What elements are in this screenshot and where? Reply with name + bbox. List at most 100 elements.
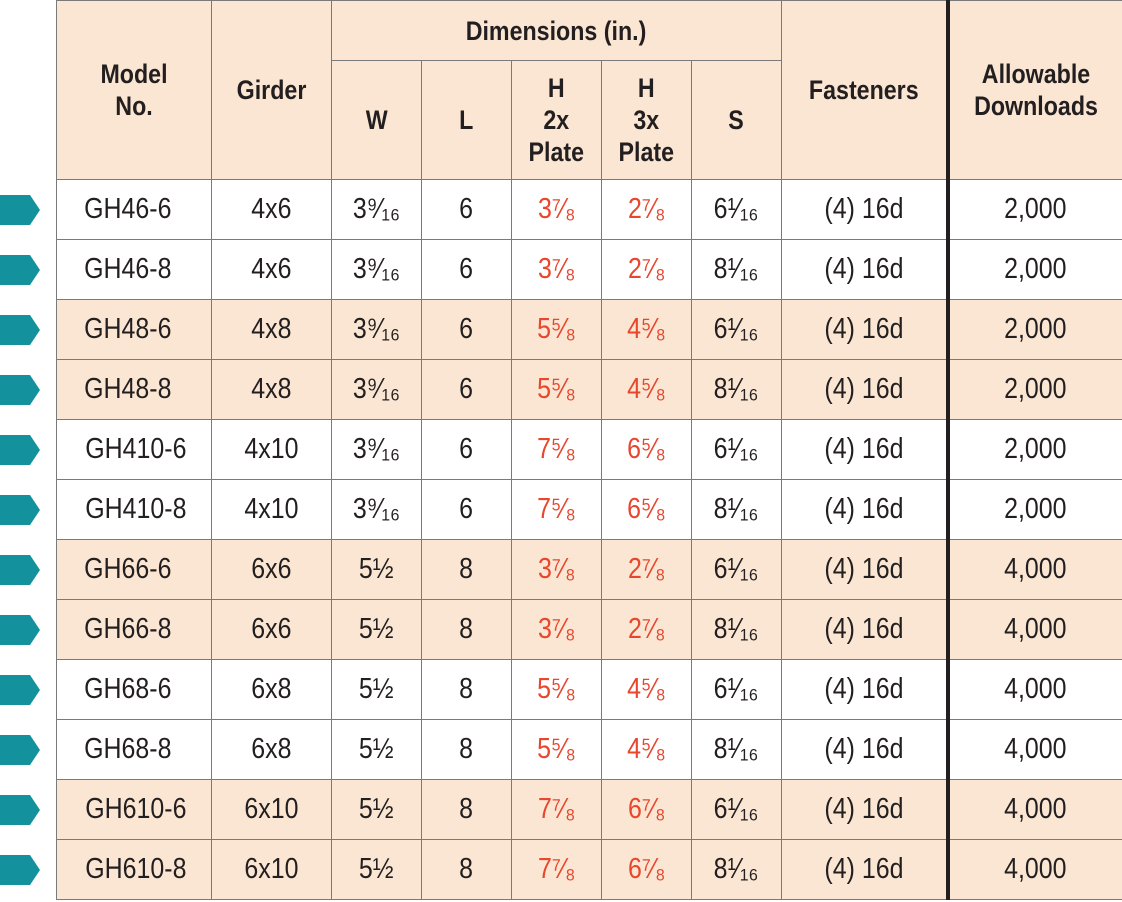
cell-model: GH66-8 bbox=[56, 599, 212, 660]
cell-h3x: 2⁷⁄₈ bbox=[601, 179, 692, 240]
cell-h2x: 3⁷⁄₈ bbox=[511, 179, 602, 240]
cell-h2x: 5⁵⁄₈ bbox=[511, 359, 602, 420]
cell-allowable: 2,000 bbox=[947, 359, 1122, 420]
cell-h3x: 2⁷⁄₈ bbox=[601, 599, 692, 660]
cell-h3x: 6⁷⁄₈ bbox=[601, 779, 692, 840]
cell-fasteners: (4) 16d bbox=[781, 659, 950, 720]
cell-allowable: 2,000 bbox=[947, 239, 1122, 300]
cell-fasteners: (4) 16d bbox=[781, 599, 950, 660]
cell-girder: 6x10 bbox=[211, 779, 332, 840]
cell-w: 5½ bbox=[331, 839, 422, 900]
cell-h3x: 6⁷⁄₈ bbox=[601, 839, 692, 900]
row-markers bbox=[0, 0, 56, 902]
cell-model: GH410-6 bbox=[56, 419, 212, 480]
cell-w: 5½ bbox=[331, 599, 422, 660]
arrow-marker-icon bbox=[0, 315, 40, 345]
cell-model: GH410-8 bbox=[56, 479, 212, 540]
cell-l: 8 bbox=[421, 539, 512, 600]
cell-s: 6¹⁄₁₆ bbox=[691, 539, 782, 600]
cell-h3x: 4⁵⁄₈ bbox=[601, 359, 692, 420]
cell-h3x: 4⁵⁄₈ bbox=[601, 299, 692, 360]
cell-s: 6¹⁄₁₆ bbox=[691, 419, 782, 480]
cell-w: 3⁹⁄₁₆ bbox=[331, 419, 422, 480]
cell-l: 8 bbox=[421, 839, 512, 900]
cell-s: 8¹⁄₁₆ bbox=[691, 239, 782, 300]
arrow-marker-icon bbox=[0, 255, 40, 285]
cell-s: 6¹⁄₁₆ bbox=[691, 179, 782, 240]
cell-h2x: 5⁵⁄₈ bbox=[511, 299, 602, 360]
cell-fasteners: (4) 16d bbox=[781, 359, 950, 420]
cell-s: 8¹⁄₁₆ bbox=[691, 719, 782, 780]
cell-w: 5½ bbox=[331, 719, 422, 780]
cell-l: 6 bbox=[421, 419, 512, 480]
table-row: GH46-6 4x6 3⁹⁄₁₆ 6 3⁷⁄₈ 2⁷⁄₈ 6¹⁄₁₆ (4) 16d 2,000 bbox=[56, 179, 1122, 240]
cell-model: GH48-6 bbox=[56, 299, 212, 360]
cell-fasteners: (4) 16d bbox=[781, 419, 950, 480]
cell-fasteners: (4) 16d bbox=[781, 539, 950, 600]
cell-model: GH66-6 bbox=[56, 539, 212, 600]
arrow-marker-icon bbox=[0, 735, 40, 765]
cell-h2x: 7⁷⁄₈ bbox=[511, 839, 602, 900]
cell-l: 8 bbox=[421, 779, 512, 840]
cell-l: 6 bbox=[421, 239, 512, 300]
cell-girder: 6x8 bbox=[211, 719, 332, 780]
table-row: GH68-6 6x8 5½ 8 5⁵⁄₈ 4⁵⁄₈ 6¹⁄₁₆ (4) 16d 4,000 bbox=[56, 659, 1122, 720]
cell-h2x: 7⁷⁄₈ bbox=[511, 779, 602, 840]
cell-l: 6 bbox=[421, 359, 512, 420]
cell-h3x: 2⁷⁄₈ bbox=[601, 539, 692, 600]
cell-l: 8 bbox=[421, 659, 512, 720]
arrow-marker-icon bbox=[0, 615, 40, 645]
cell-allowable: 4,000 bbox=[947, 539, 1122, 600]
cell-fasteners: (4) 16d bbox=[781, 239, 950, 300]
table-row: GH410-6 4x10 3⁹⁄₁₆ 6 7⁵⁄₈ 6⁵⁄₈ 6¹⁄₁₆ (4) 16d 2,0… bbox=[56, 419, 1122, 480]
cell-allowable: 4,000 bbox=[947, 719, 1122, 780]
cell-h2x: 5⁵⁄₈ bbox=[511, 719, 602, 780]
arrow-marker-icon bbox=[0, 375, 40, 405]
cell-fasteners: (4) 16d bbox=[781, 839, 950, 900]
cell-h2x: 3⁷⁄₈ bbox=[511, 239, 602, 300]
cell-girder: 6x10 bbox=[211, 839, 332, 900]
cell-fasteners: (4) 16d bbox=[781, 779, 950, 840]
cell-allowable: 2,000 bbox=[947, 419, 1122, 480]
cell-girder: 4x8 bbox=[211, 359, 332, 420]
cell-girder: 4x10 bbox=[211, 479, 332, 540]
table-row: GH48-8 4x8 3⁹⁄₁₆ 6 5⁵⁄₈ 4⁵⁄₈ 8¹⁄₁₆ (4) 16d 2,000 bbox=[56, 359, 1122, 420]
table-row: GH66-6 6x6 5½ 8 3⁷⁄₈ 2⁷⁄₈ 6¹⁄₁₆ (4) 16d 4,000 bbox=[56, 539, 1122, 600]
cell-girder: 6x6 bbox=[211, 539, 332, 600]
cell-allowable: 4,000 bbox=[947, 659, 1122, 720]
cell-w: 5½ bbox=[331, 779, 422, 840]
cell-l: 6 bbox=[421, 299, 512, 360]
cell-model: GH610-6 bbox=[56, 779, 212, 840]
cell-model: GH610-8 bbox=[56, 839, 212, 900]
cell-allowable: 4,000 bbox=[947, 779, 1122, 840]
cell-h2x: 7⁵⁄₈ bbox=[511, 479, 602, 540]
cell-fasteners: (4) 16d bbox=[781, 719, 950, 780]
header-s: S bbox=[691, 60, 782, 180]
cell-h3x: 6⁵⁄₈ bbox=[601, 479, 692, 540]
cell-allowable: 4,000 bbox=[947, 599, 1122, 660]
cell-l: 6 bbox=[421, 179, 512, 240]
table-row: GH410-8 4x10 3⁹⁄₁₆ 6 7⁵⁄₈ 6⁵⁄₈ 8¹⁄₁₆ (4) 16d 2,0… bbox=[56, 479, 1122, 540]
cell-allowable: 4,000 bbox=[947, 839, 1122, 900]
cell-h3x: 4⁵⁄₈ bbox=[601, 659, 692, 720]
cell-w: 5½ bbox=[331, 659, 422, 720]
cell-l: 8 bbox=[421, 719, 512, 780]
cell-model: GH48-8 bbox=[56, 359, 212, 420]
cell-girder: 6x8 bbox=[211, 659, 332, 720]
cell-w: 3⁹⁄₁₆ bbox=[331, 359, 422, 420]
cell-allowable: 2,000 bbox=[947, 179, 1122, 240]
cell-allowable: 2,000 bbox=[947, 299, 1122, 360]
cell-model: GH46-6 bbox=[56, 179, 212, 240]
header-model-no: Model No. bbox=[56, 0, 212, 180]
header-w: W bbox=[331, 60, 422, 180]
cell-girder: 4x6 bbox=[211, 179, 332, 240]
cell-s: 6¹⁄₁₆ bbox=[691, 779, 782, 840]
cell-s: 8¹⁄₁₆ bbox=[691, 359, 782, 420]
cell-w: 3⁹⁄₁₆ bbox=[331, 479, 422, 540]
cell-h2x: 3⁷⁄₈ bbox=[511, 599, 602, 660]
cell-w: 3⁹⁄₁₆ bbox=[331, 179, 422, 240]
cell-fasteners: (4) 16d bbox=[781, 299, 950, 360]
cell-h3x: 2⁷⁄₈ bbox=[601, 239, 692, 300]
cell-girder: 4x10 bbox=[211, 419, 332, 480]
cell-h2x: 3⁷⁄₈ bbox=[511, 539, 602, 600]
